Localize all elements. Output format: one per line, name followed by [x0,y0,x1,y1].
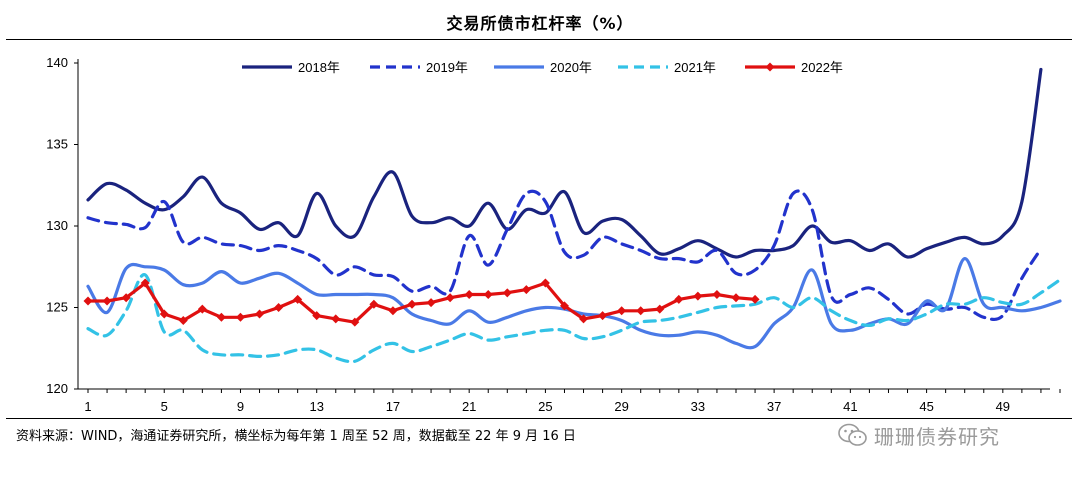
legend-label: 2021年 [674,60,716,75]
x-tick-label: 17 [386,399,400,414]
series-point [197,304,207,314]
x-tick-label: 37 [767,399,781,414]
x-tick-label: 9 [237,399,244,414]
series-point [293,294,303,304]
x-tick-label: 21 [462,399,476,414]
series-point [331,314,341,324]
series-point [178,316,188,326]
series-point [102,296,112,306]
series-point [445,293,455,303]
x-tick-label: 45 [919,399,933,414]
series-point [636,306,646,316]
line-chart: 120 125 130 135 140 1 5 9 13 17 21 25 29 33 37 41 45 49 2… [46,55,1062,414]
series-point [312,311,322,321]
y-tick-label: 140 [46,55,68,70]
x-tick-label: 1 [84,399,91,414]
series-point [216,312,226,322]
series-point [83,296,93,306]
series-line-3 [86,256,1062,350]
x-tick-label: 33 [691,399,705,414]
x-tick-label: 13 [309,399,323,414]
series-point [426,298,436,308]
x-tick-label: 5 [161,399,168,414]
x-tick-label: 25 [538,399,552,414]
series-point [731,293,741,303]
series-line-1 [86,67,1043,259]
source-note: 资料来源：WIND，海通证券研究所，横坐标为每年第 1 周至 52 周，数据截至… [16,429,576,444]
legend-marker [765,62,775,72]
series-point [559,301,569,311]
legend-label: 2019年 [426,60,468,75]
legend-label: 2018年 [298,60,340,75]
top-rule [6,39,1072,40]
series-point [540,278,550,288]
chart-title: 交易所债市杠杆率（%） [446,14,634,33]
series-point [159,309,169,319]
series-point [693,291,703,301]
series-point [521,285,531,295]
series-point [255,309,265,319]
series-point [274,303,284,312]
series-point [617,306,627,316]
series-point [655,304,665,314]
y-tick-label: 120 [46,381,68,396]
series-point [140,278,150,288]
y-tick-label: 135 [46,137,68,152]
series-point [712,289,722,299]
y-tick-label: 125 [46,300,68,315]
series-point [579,314,589,324]
x-tick-label: 29 [614,399,628,414]
y-tick-label: 130 [46,218,68,233]
x-tick-label: 49 [996,399,1010,414]
legend: 2018年 2019年 2020年 2021年 2022年 [242,60,843,75]
bottom-rule [6,418,1072,419]
series-point [121,293,131,303]
legend-label: 2020年 [550,60,592,75]
series-point [674,294,684,304]
series-point [502,288,512,298]
series-point [388,306,398,316]
series-point [350,317,360,327]
series-point [483,289,493,299]
legend-label: 2022年 [801,60,843,75]
series-point [750,294,760,304]
series-point [464,289,474,299]
series-layer [83,67,1062,364]
watermark-text: 珊珊债券研究 [874,424,1000,449]
series-point [369,299,379,309]
series-line-2 [86,189,1043,322]
series-point [235,312,245,322]
x-tick-label: 41 [843,399,857,414]
wechat-icon [838,423,867,446]
series-point [598,311,608,321]
series-point [407,299,417,309]
axes: 120 125 130 135 140 1 5 9 13 17 21 25 29 33 37 41 45 49 [46,55,1061,414]
series-line-4 [86,273,1062,364]
watermark: 珊珊债券研究 [838,420,1000,450]
